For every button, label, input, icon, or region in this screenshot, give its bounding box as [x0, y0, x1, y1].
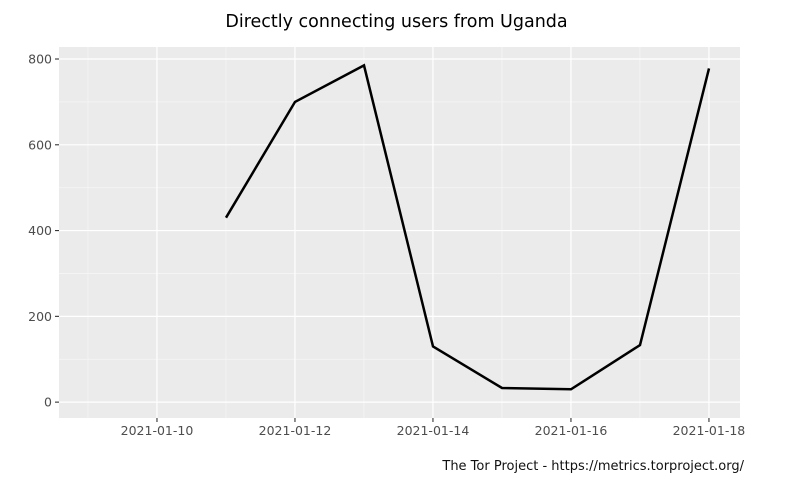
chart-source-caption: The Tor Project - https://metrics.torpro…: [442, 459, 744, 474]
chart-title: Directly connecting users from Uganda: [225, 12, 568, 32]
y-tick-label: 200: [28, 309, 52, 324]
x-tick-label: 2021-01-12: [259, 423, 332, 438]
x-tick-label: 2021-01-18: [673, 423, 746, 438]
y-tick-label: 600: [28, 137, 52, 152]
x-tick-label: 2021-01-10: [121, 423, 194, 438]
y-tick-label: 0: [44, 395, 52, 410]
y-tick-label: 400: [28, 223, 52, 238]
panel-background: [59, 47, 740, 418]
y-tick-label: 800: [28, 52, 52, 67]
x-tick-label: 2021-01-14: [397, 423, 470, 438]
data-line-users: [224, 63, 711, 391]
x-tick-label: 2021-01-16: [535, 423, 608, 438]
